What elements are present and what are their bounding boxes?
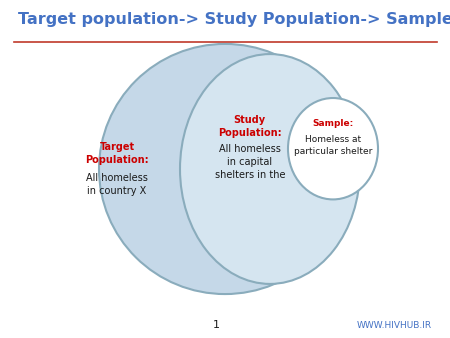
Text: WWW.HIVHUB.IR: WWW.HIVHUB.IR xyxy=(357,320,432,330)
Text: Target population-> Study Population-> Sample: Target population-> Study Population-> S… xyxy=(18,12,450,27)
Ellipse shape xyxy=(180,54,360,284)
Text: Sample:: Sample: xyxy=(312,119,354,128)
Text: All homeless
in country X: All homeless in country X xyxy=(86,173,148,196)
Ellipse shape xyxy=(99,44,351,294)
Text: 1: 1 xyxy=(212,319,220,330)
Text: Study
Population:: Study Population: xyxy=(218,115,282,138)
Text: Target
Population:: Target Population: xyxy=(85,142,149,165)
Text: Homeless at
particular shelter: Homeless at particular shelter xyxy=(294,135,372,156)
Ellipse shape xyxy=(288,98,378,199)
Text: All homeless
in capital
shelters in the: All homeless in capital shelters in the xyxy=(215,144,285,180)
